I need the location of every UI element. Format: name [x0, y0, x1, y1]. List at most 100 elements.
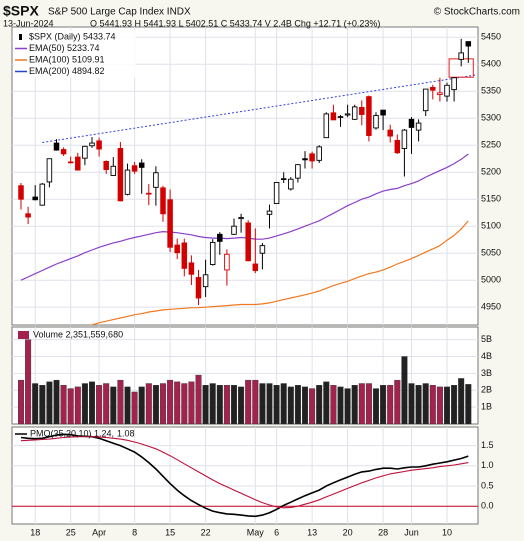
candle-body — [252, 263, 259, 271]
volume-bar — [39, 385, 46, 425]
volume-bar — [209, 383, 216, 425]
volume-bar — [401, 356, 408, 425]
volume-bar — [103, 383, 110, 425]
candle-body — [174, 244, 180, 254]
volume-bar — [415, 385, 422, 425]
candle-body — [344, 113, 351, 116]
grid — [12, 27, 478, 524]
volume-bar — [159, 383, 166, 425]
y-tick-label: 5400 — [481, 59, 501, 69]
volume-bar — [252, 379, 259, 425]
candle-body — [167, 199, 173, 248]
volume-bar — [145, 383, 152, 425]
legend-label: EMA(50) 5233.74 — [29, 43, 100, 53]
volume-bar — [167, 379, 174, 425]
candle-body — [224, 253, 230, 271]
candle-body — [39, 183, 46, 206]
y-tick-label: 5100 — [481, 221, 501, 231]
legend-box — [14, 30, 136, 78]
volume-bar — [302, 386, 309, 425]
candle-body — [380, 109, 386, 116]
volume-bar — [174, 381, 181, 425]
candle-body — [465, 41, 472, 47]
volume-bar — [60, 385, 67, 425]
y-tick-label: 5350 — [481, 86, 501, 96]
legend-label: EMA(200) 4894.82 — [29, 66, 105, 76]
y-tick-label: 1.0 — [481, 460, 494, 470]
candle-body — [401, 129, 408, 149]
volume-bar — [25, 339, 32, 425]
candle-body — [266, 210, 273, 215]
signal-label: 1.08 — [117, 428, 135, 438]
y-tick-label: 1B — [481, 402, 492, 412]
volume-bar — [74, 386, 81, 425]
volume-bar — [323, 381, 330, 425]
candle-body — [67, 161, 74, 164]
date: 13-Jun-2024 — [3, 18, 54, 28]
volume-bar — [451, 385, 458, 425]
candle-body — [280, 178, 287, 180]
candle-body — [160, 187, 166, 215]
candle-body — [75, 156, 81, 171]
y-tick-label: 4B — [481, 351, 492, 361]
y-tick-label: 4950 — [481, 302, 501, 312]
volume-bar — [351, 385, 358, 425]
trendline — [42, 74, 476, 144]
legend: $SPX (Daily) 5433.74 EMA(50) 5233.74EMA(1… — [14, 30, 136, 78]
volume-bar — [337, 386, 344, 425]
candle-body — [131, 165, 138, 172]
candle-body — [89, 142, 95, 147]
y-tick-label: 5250 — [481, 140, 501, 150]
candle-body — [351, 106, 358, 120]
volume-bar — [436, 386, 443, 425]
ema-line — [20, 153, 469, 281]
volume-bar — [53, 379, 60, 425]
y-tick-label: 3B — [481, 368, 492, 378]
volume-bar — [309, 388, 316, 425]
volume-bar — [273, 385, 280, 425]
x-tick-label: 22 — [201, 527, 211, 537]
volume-bar — [294, 385, 301, 425]
legend-label: EMA(100) 5109.91 — [29, 54, 105, 64]
volume-bar — [344, 388, 351, 425]
candle-body — [359, 106, 365, 115]
volume-bar — [124, 386, 131, 425]
pmo-line — [20, 436, 469, 509]
volume-bar — [223, 385, 230, 425]
source: © StockCharts.com — [434, 7, 520, 18]
candle-body — [146, 192, 152, 195]
y-tick-label: 5200 — [481, 167, 501, 177]
candle-body — [316, 146, 322, 161]
volume-bar — [81, 383, 88, 425]
candle-body — [451, 77, 457, 91]
y-tick-label: 5000 — [481, 275, 501, 285]
candle-body — [366, 96, 372, 136]
volume-bar — [152, 385, 159, 425]
volume-bar — [67, 388, 74, 425]
candle-body — [217, 233, 223, 242]
x-tick-label: Apr — [92, 527, 106, 537]
candle-body — [153, 172, 159, 188]
x-tick-label: 10 — [442, 527, 452, 537]
marks — [18, 38, 476, 518]
volume-bar — [408, 383, 415, 425]
volume-bar — [429, 385, 436, 425]
y-tick-label: 1.5 — [481, 440, 494, 450]
volume-bar — [373, 388, 380, 425]
volume-bar — [18, 379, 25, 425]
candle-body — [408, 118, 415, 128]
pmo-panel — [11, 426, 479, 525]
candle-body — [117, 148, 124, 202]
x-tick-label: 18 — [30, 527, 40, 537]
legend-label: $SPX (Daily) 5433.74 — [29, 31, 116, 41]
x-tick-label: 20 — [343, 527, 353, 537]
candle-body — [209, 241, 216, 265]
candle-body — [18, 185, 24, 200]
volume-bar — [330, 385, 337, 425]
x-tick-label: 15 — [165, 527, 175, 537]
candle-body — [53, 142, 60, 151]
volume-bar — [394, 379, 401, 425]
candle-body — [415, 122, 422, 131]
y-tick-label: 2B — [481, 385, 492, 395]
x-tick-label: May — [247, 527, 265, 537]
